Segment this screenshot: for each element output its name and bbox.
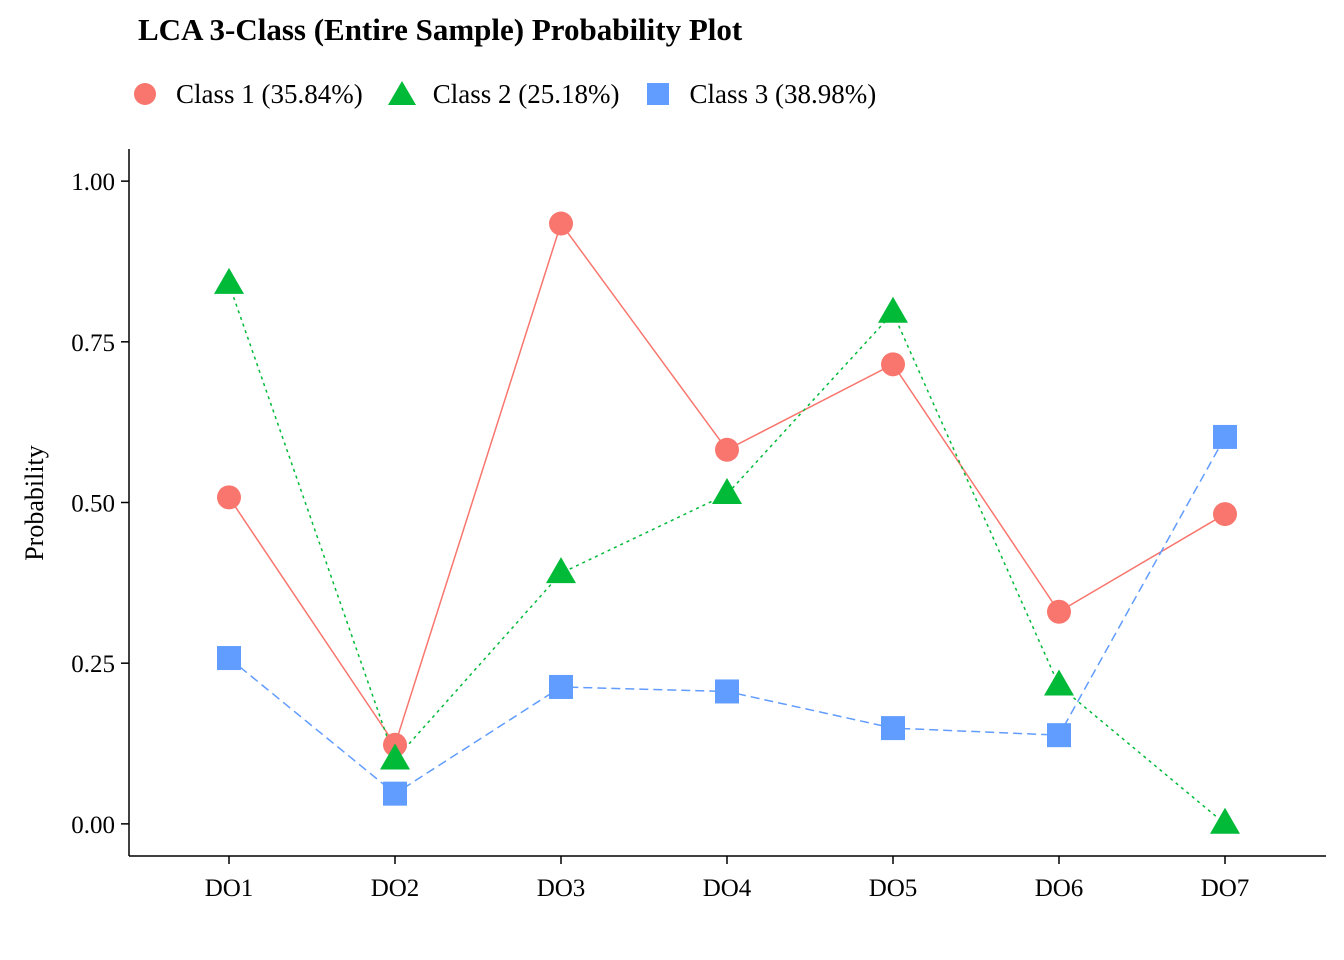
data-point-class-2 [380,743,410,770]
data-point-class-1 [1047,599,1071,624]
series-lines [228,221,1226,825]
y-tick-label: 0.00 [71,812,115,839]
data-point-class-2 [712,478,742,505]
data-point-class-3 [217,646,241,671]
legend-label-class-3: Class 3 (38.98%) [689,78,877,109]
data-point-class-1 [715,437,739,462]
data-point-class-2 [546,557,576,584]
data-point-class-1 [217,485,241,510]
data-point-class-3 [1047,723,1071,748]
legend-label-class-2: Class 2 (25.18%) [432,78,620,109]
series-points [214,211,1240,834]
legend-key-square-icon [647,83,670,105]
y-axis-title: Probability [20,445,49,561]
data-point-class-3 [881,716,905,741]
x-tick-label: DO2 [371,875,420,902]
x-tick-label: DO4 [703,875,752,902]
data-point-class-2 [1044,669,1074,696]
x-tick-label: DO1 [205,875,254,902]
legend-item-class-3[interactable]: Class 3 (38.98%) [641,77,876,111]
data-point-class-1 [881,352,905,377]
y-tick-label: 0.25 [71,651,115,678]
legend-item-class-1[interactable]: Class 1 (35.84%) [128,77,363,111]
y-tick-label: 0.75 [71,330,115,357]
legend-label-class-1: Class 1 (35.84%) [176,78,363,109]
y-tick-label: 1.00 [71,169,115,196]
legend: Class 1 (35.84%) Class 2 (25.18%) Class … [128,72,898,116]
chart-title: LCA 3-Class (Entire Sample) Probability … [138,12,743,47]
data-point-class-1 [549,211,573,236]
data-point-class-3 [383,781,407,806]
legend-key-triangle-icon [387,81,416,105]
data-point-class-2 [878,296,908,323]
data-point-class-3 [549,674,573,699]
x-tick-label: DO6 [1035,875,1084,902]
data-point-class-1 [1213,502,1237,527]
data-point-class-2 [1210,807,1240,834]
y-ticks: 0.00 0.25 0.50 0.75 1.00 [71,169,129,839]
series-line-class-2 [228,283,1226,825]
legend-key-circle-icon [134,83,156,105]
legend-item-class-2[interactable]: Class 2 (25.18%) [385,77,620,111]
x-tick-label: DO5 [869,875,918,902]
data-point-class-3 [715,679,739,704]
x-ticks: DO1 DO2 DO3 DO4 DO5 DO6 DO7 [205,856,1250,902]
x-tick-label: DO3 [537,875,586,902]
x-tick-label: DO7 [1201,875,1250,902]
data-point-class-2 [214,267,244,294]
data-point-class-3 [1213,424,1237,449]
y-tick-label: 0.50 [71,491,115,518]
